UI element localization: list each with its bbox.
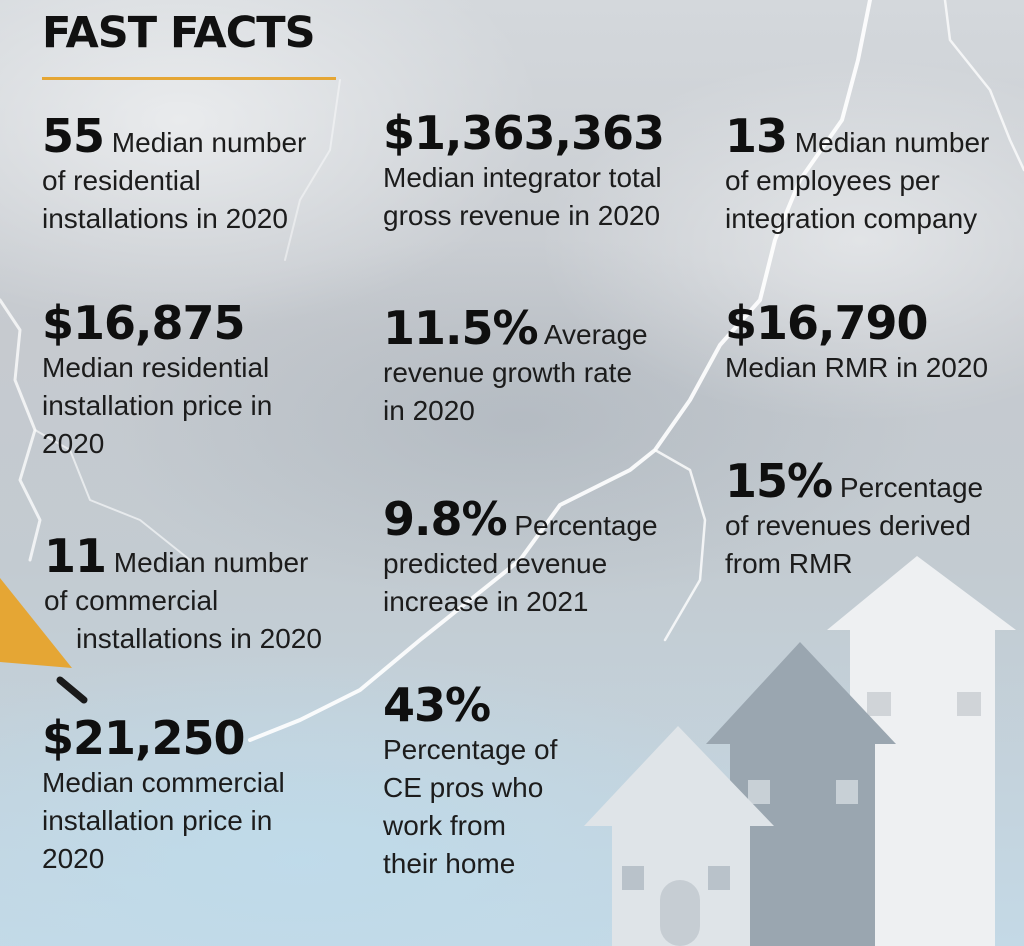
- fact-value: 55: [42, 109, 105, 163]
- fact-text: revenue growth rate: [383, 357, 633, 388]
- fact-text: Percentage: [839, 472, 984, 503]
- fact-text: installation price in: [42, 390, 273, 421]
- fact-value: $21,250: [42, 711, 246, 765]
- fact-growth-rate: 11.5% Average revenue growth rate in 202…: [383, 305, 648, 430]
- fact-text: their home: [383, 848, 516, 879]
- lightning-bolt-left-branch: [34, 429, 191, 561]
- fact-text: increase in 2021: [383, 586, 589, 617]
- fact-text: CE pros who: [383, 772, 544, 803]
- house-middle: [706, 642, 896, 946]
- fact-text: work from: [383, 810, 506, 841]
- fact-text: installation price in: [42, 805, 273, 836]
- house-front: [584, 726, 774, 946]
- fact-value: 43%: [383, 678, 491, 732]
- fact-commercial-price: $21,250 Median commercial installation p…: [42, 712, 285, 878]
- fact-text: Median RMR in 2020: [725, 352, 989, 383]
- fact-value: $16,875: [42, 296, 246, 350]
- lightning-bolt-branch: [653, 448, 707, 642]
- fact-text: of residential: [42, 165, 201, 196]
- fact-text: installations in 2020: [42, 203, 288, 234]
- fact-text: Average: [543, 319, 648, 350]
- fact-gross-revenue: $1,363,363 Median integrator total gross…: [383, 106, 665, 235]
- fact-text: integration company: [725, 203, 978, 234]
- fact-employees: 13 Median number of employees per integr…: [725, 113, 990, 238]
- fact-text: in 2020: [383, 395, 475, 426]
- fact-text: Median commercial: [42, 767, 285, 798]
- fact-value: 11.5%: [383, 301, 539, 355]
- fact-text: Median residential: [42, 352, 270, 383]
- fact-value: $16,790: [725, 296, 929, 350]
- fact-work-from-home: 43% Percentage of CE pros who work from …: [383, 679, 557, 883]
- fact-value: 9.8%: [383, 492, 508, 546]
- fact-text: installations in 2020: [76, 623, 322, 654]
- fact-text: Median integrator total: [383, 162, 662, 193]
- lightning-bolt-top-left: [284, 79, 341, 261]
- fact-text: predicted revenue: [383, 548, 608, 579]
- fact-text: Median number: [111, 127, 307, 158]
- fact-value: 15%: [725, 454, 833, 508]
- accent-wedge: [0, 578, 72, 668]
- fact-text: 2020: [42, 843, 105, 874]
- fact-text: Median number: [794, 127, 990, 158]
- fact-text: Percentage: [514, 510, 658, 541]
- fact-residential-price: $16,875 Median residential installation …: [42, 297, 272, 463]
- fact-text: of revenues derived: [725, 510, 971, 541]
- fact-text: of employees per: [725, 165, 940, 196]
- page-title: FAST FACTS: [42, 8, 316, 58]
- fact-text: Percentage of: [383, 734, 558, 765]
- fact-commercial-installs: 11 Median number of commercial installat…: [44, 533, 322, 658]
- title-underline: [42, 77, 336, 80]
- fact-rmr-share: 15% Percentage of revenues derived from …: [725, 458, 984, 583]
- accent-wedge-shadow: [56, 676, 88, 704]
- fact-predicted-increase: 9.8% Percentage predicted revenue increa…: [383, 496, 658, 621]
- fact-text: of commercial: [44, 585, 219, 616]
- fact-rmr: $16,790 Median RMR in 2020: [725, 297, 988, 387]
- fact-text: 2020: [42, 428, 105, 459]
- fact-text: gross revenue in 2020: [383, 200, 661, 231]
- fact-text: from RMR: [725, 548, 853, 579]
- fact-text: Median number: [113, 547, 309, 578]
- fact-value: 11: [44, 529, 107, 583]
- fact-residential-installs: 55 Median number of residential installa…: [42, 113, 307, 238]
- fact-value: $1,363,363: [383, 106, 665, 160]
- fact-value: 13: [725, 109, 788, 163]
- lightning-bolt-top: [943, 0, 1024, 172]
